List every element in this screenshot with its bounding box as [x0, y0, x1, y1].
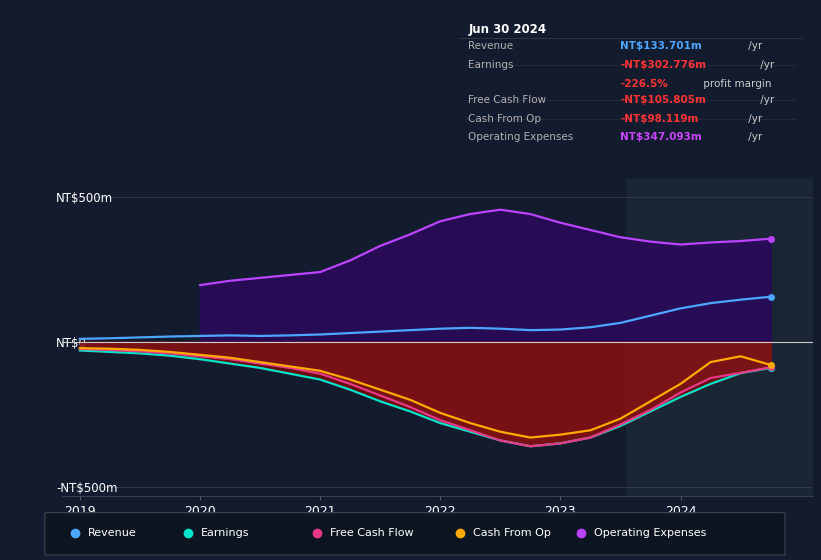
Text: -NT$302.776m: -NT$302.776m [620, 60, 706, 71]
Text: -226.5%: -226.5% [620, 79, 668, 88]
Text: Cash From Op: Cash From Op [469, 114, 542, 124]
Text: Jun 30 2024: Jun 30 2024 [469, 22, 547, 36]
Text: Earnings: Earnings [201, 529, 250, 538]
Text: Free Cash Flow: Free Cash Flow [469, 96, 547, 105]
Text: Cash From Op: Cash From Op [473, 529, 551, 538]
Text: Revenue: Revenue [469, 41, 514, 51]
Text: Earnings: Earnings [469, 60, 514, 71]
Text: /yr: /yr [745, 114, 763, 124]
Text: NT$133.701m: NT$133.701m [620, 41, 702, 51]
Text: Operating Expenses: Operating Expenses [469, 132, 574, 142]
Text: -NT$98.119m: -NT$98.119m [620, 114, 699, 124]
Text: /yr: /yr [757, 60, 774, 71]
Bar [626, 179, 821, 496]
Text: Operating Expenses: Operating Expenses [594, 529, 706, 538]
Text: Revenue: Revenue [88, 529, 136, 538]
Text: Free Cash Flow: Free Cash Flow [329, 529, 413, 538]
Text: /yr: /yr [757, 96, 774, 105]
Text: NT$347.093m: NT$347.093m [620, 132, 702, 142]
Text: /yr: /yr [745, 41, 763, 51]
Text: -NT$105.805m: -NT$105.805m [620, 96, 706, 105]
Text: /yr: /yr [745, 132, 763, 142]
FancyBboxPatch shape [45, 513, 785, 555]
Text: profit margin: profit margin [699, 79, 772, 88]
